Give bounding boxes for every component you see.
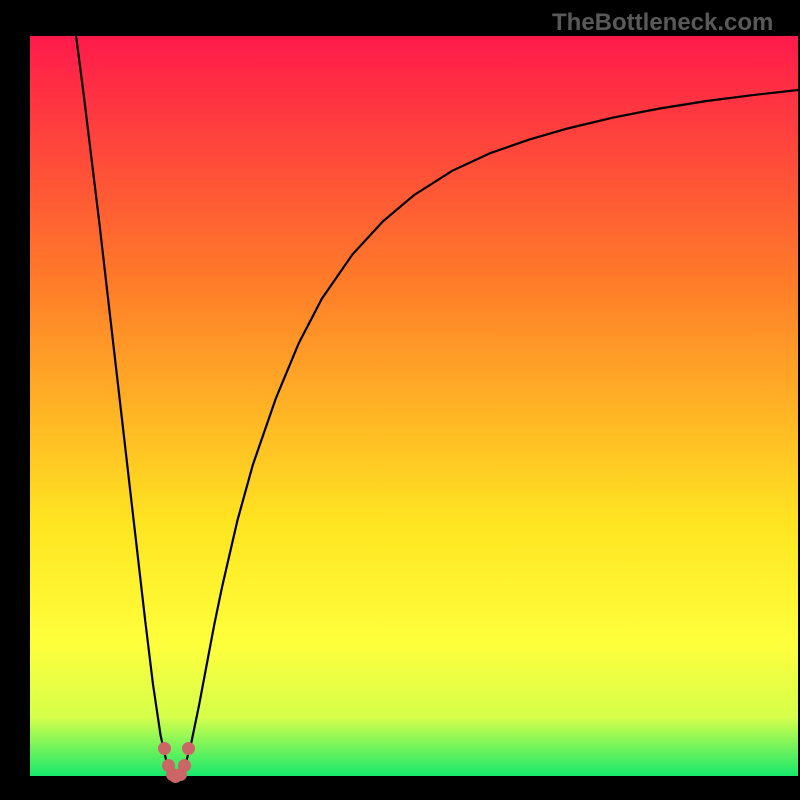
chart-container: TheBottleneck.com xyxy=(0,0,800,800)
optimal-marker xyxy=(178,759,191,772)
optimal-marker xyxy=(158,742,171,755)
watermark-text: TheBottleneck.com xyxy=(552,9,773,37)
optimal-marker xyxy=(182,742,195,755)
curve-layer xyxy=(0,0,800,800)
bottleneck-curve xyxy=(76,36,798,776)
